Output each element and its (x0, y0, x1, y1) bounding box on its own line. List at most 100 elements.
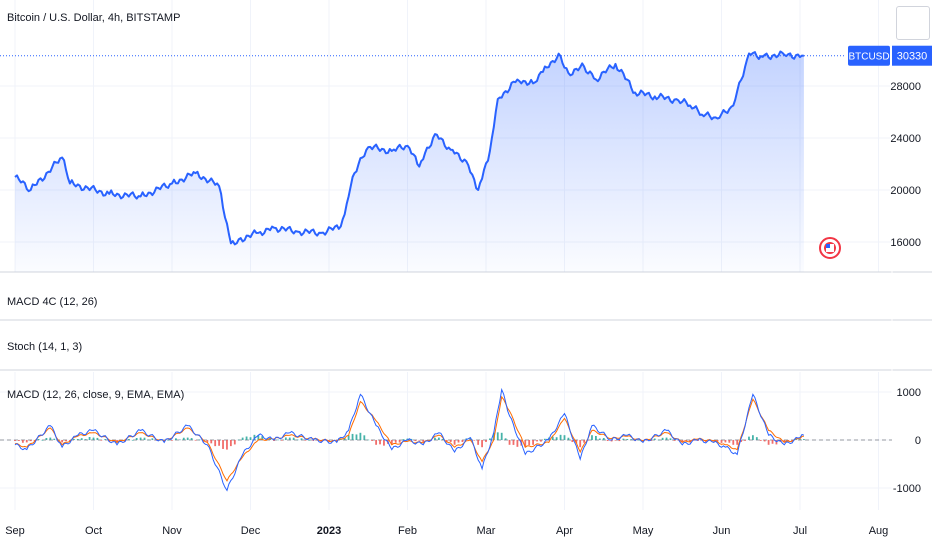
macd-histogram-bar (438, 437, 440, 440)
macd-histogram-bar (178, 439, 181, 441)
macd-histogram-bar (84, 439, 87, 440)
macd-histogram-bar (398, 440, 401, 443)
macd-histogram-bar (237, 439, 240, 441)
macd-histogram-bar (202, 440, 205, 443)
settings-box[interactable] (896, 6, 930, 40)
time-tick-label: Dec (241, 525, 261, 537)
macd-histogram-bar (492, 432, 495, 440)
macd-histogram-bar (96, 437, 99, 440)
macd-histogram-bar (226, 440, 228, 450)
macd-histogram-bar (175, 438, 177, 440)
macd-histogram-bar (681, 440, 684, 443)
macd-histogram-bar (422, 440, 425, 442)
macd-histogram-bar (92, 437, 95, 440)
macd-tick-label: -1000 (893, 483, 921, 495)
macd-histogram-bar (563, 435, 566, 440)
macd-histogram-bar (512, 440, 515, 445)
macd-histogram-bar (383, 440, 385, 446)
macd-tick-label: 1000 (897, 387, 921, 399)
macd-histogram-bar (771, 440, 774, 444)
macd-histogram-bar (410, 438, 413, 440)
macd-histogram-bar (485, 440, 487, 442)
macd-histogram-bar (449, 440, 452, 443)
macd-histogram-bar (281, 440, 283, 441)
macd-histogram-bar (504, 438, 507, 440)
macd-histogram-bar (630, 439, 633, 440)
macd-histogram-bar (88, 437, 91, 440)
macd-histogram-bar (257, 435, 260, 440)
chart-title: Bitcoin / U.S. Dollar, 4h, BITSTAMP (7, 12, 181, 24)
macd-histogram-bar (724, 440, 727, 443)
macd-histogram-bar (441, 438, 444, 440)
macd-histogram-bar (116, 440, 118, 443)
macd-histogram-bar (304, 440, 307, 441)
macd-histogram-bar (598, 438, 601, 440)
macd-histogram-bar (355, 434, 358, 440)
macd-histogram-bar (477, 440, 480, 445)
macd-histogram-bar (453, 440, 456, 445)
macd-histogram-bar (363, 435, 366, 440)
macd4c-indicator-title[interactable]: MACD 4C (12, 26) (7, 296, 98, 308)
symbol-tag-bg[interactable] (848, 45, 890, 66)
time-tick-label: 2023 (317, 525, 341, 537)
macd-tick-label: 0 (915, 435, 921, 447)
macd-histogram-bar (394, 440, 397, 443)
macd-histogram-bar (795, 438, 797, 440)
macd-histogram-bar (763, 440, 766, 442)
macd-histogram-bar (528, 440, 531, 446)
macd-histogram-bar (469, 437, 472, 440)
price-tick-label: 20000 (890, 185, 921, 197)
macd-histogram-bar (567, 437, 570, 440)
macd-histogram-bar (720, 440, 723, 443)
time-tick-label: Nov (162, 525, 182, 537)
macd-histogram-bar (606, 440, 609, 442)
macd-histogram-bar (367, 439, 370, 441)
price-tick-label: 24000 (890, 133, 921, 145)
macd-histogram-bar (139, 437, 142, 440)
macd-histogram-bar (571, 440, 574, 443)
macd-histogram-bar (100, 440, 103, 441)
macd-histogram-bar (481, 440, 483, 448)
macd-histogram-bar (131, 439, 134, 441)
macd-histogram-bar (288, 437, 291, 440)
macd-histogram-bar (167, 439, 169, 441)
macd-histogram-bar (171, 440, 173, 441)
macd-histogram-bar (222, 440, 224, 449)
macd-histogram-bar (614, 440, 617, 441)
macd-histogram-bar (218, 440, 220, 446)
macd-histogram-bar (540, 440, 542, 442)
event-flag-icon[interactable] (819, 237, 841, 259)
macd-histogram-bar (602, 437, 605, 440)
macd-line (14, 387, 805, 492)
macd-histogram-bar (296, 439, 299, 441)
macd-histogram-bar (618, 440, 621, 442)
macd-indicator-title[interactable]: MACD (12, 26, close, 9, EMA, EMA) (7, 389, 185, 401)
macd-histogram-bar (253, 434, 256, 440)
macd-histogram-bar (49, 437, 52, 440)
price-area-fill (15, 51, 804, 272)
macd-histogram-bar (693, 440, 695, 441)
time-tick-label: Mar (477, 525, 496, 537)
macd-histogram-bar (18, 440, 20, 441)
stoch-indicator-title[interactable]: Stoch (14, 1, 3) (7, 341, 83, 353)
macd-histogram-bar (583, 440, 586, 443)
macd-histogram-bar (414, 440, 417, 442)
macd-histogram-bar (752, 435, 754, 440)
macd-histogram-bar (104, 439, 107, 440)
macd-histogram-bar (21, 440, 24, 443)
macd-histogram-bar (579, 440, 582, 448)
macd-histogram-bar (622, 438, 625, 440)
macd-histogram-bar (759, 440, 762, 441)
macd-histogram-bar (249, 437, 252, 440)
macd-histogram-bar (489, 438, 491, 440)
macd-histogram-bar (457, 440, 460, 443)
macd-histogram-bar (72, 438, 75, 440)
macd-pane (0, 387, 892, 492)
macd-histogram-bar (308, 439, 311, 441)
macd-histogram-bar (214, 440, 217, 447)
macd-histogram-bar (65, 440, 67, 442)
macd-histogram-bar (661, 437, 664, 440)
macd-histogram-bar (379, 440, 381, 445)
